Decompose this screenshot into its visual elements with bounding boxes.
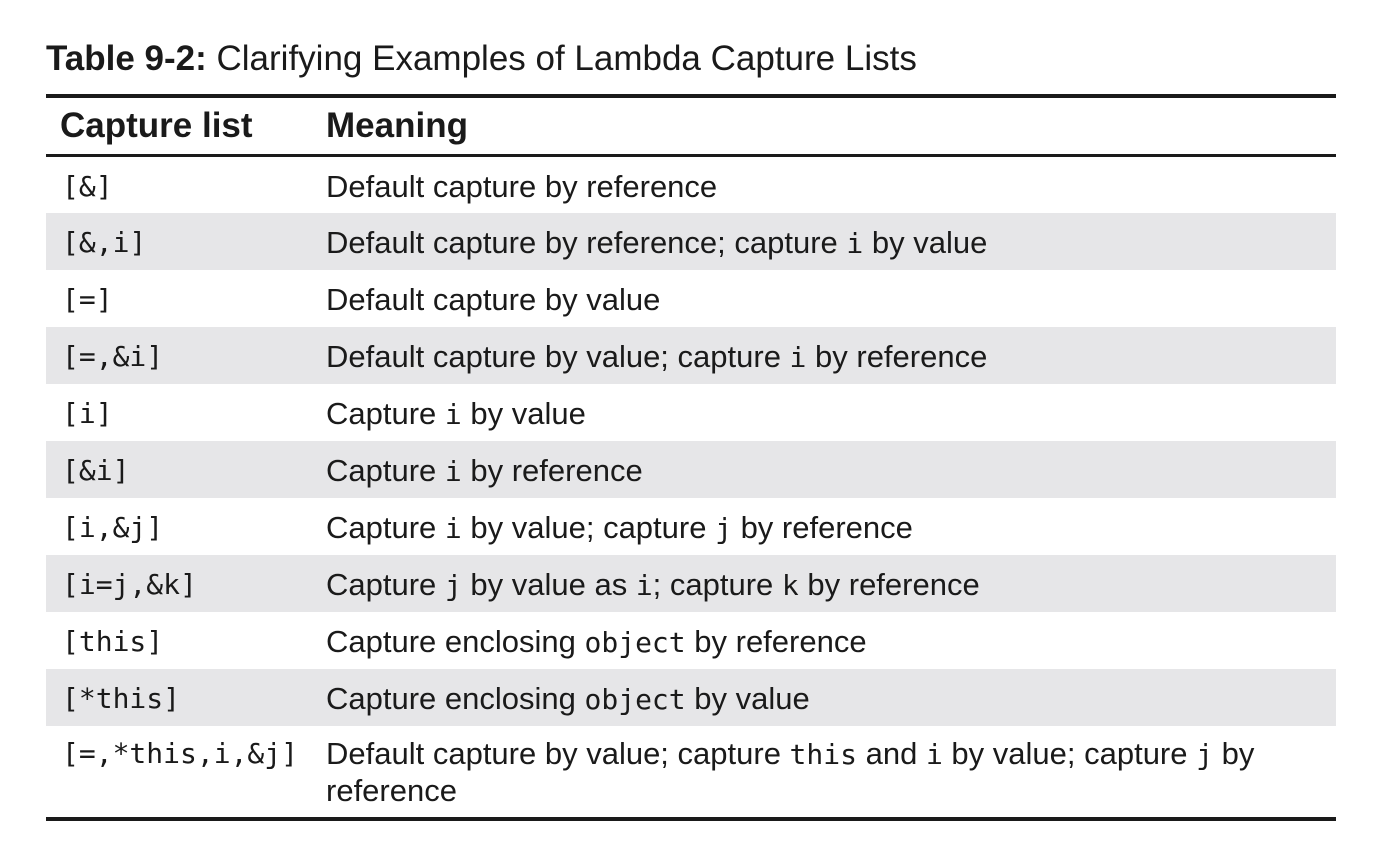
- inline-code: object: [584, 626, 686, 659]
- header-capture-list: Capture list: [60, 106, 253, 145]
- capture-list-cell: [&i]: [62, 454, 130, 487]
- capture-list-cell: [=]: [62, 283, 113, 316]
- inline-code: k: [781, 569, 799, 602]
- table-row: [=,&i] Default capture by value; capture …: [46, 327, 1336, 384]
- meaning-cell: Capture j by value as i; capture k by re…: [310, 555, 1336, 612]
- meaning-text: by reference: [461, 453, 643, 488]
- meaning-cell: Default capture by value; capture this a…: [310, 726, 1336, 819]
- meaning-text: Capture: [326, 510, 445, 545]
- meaning-text: by reference: [731, 510, 913, 545]
- meaning-text: Capture enclosing: [326, 681, 585, 716]
- table-caption-label: Table 9-2:: [46, 39, 207, 78]
- inline-code: this: [789, 738, 857, 771]
- capture-list-cell: [=,&i]: [62, 340, 164, 373]
- inline-code: i: [846, 227, 864, 260]
- meaning-text: and: [856, 736, 926, 771]
- meaning-text: by reference: [798, 567, 980, 602]
- meaning-text: by value: [685, 681, 810, 716]
- capture-list-cell: [i]: [62, 397, 113, 430]
- meaning-cell: Capture enclosing object by reference: [310, 612, 1336, 669]
- capture-list-cell: [this]: [62, 625, 164, 658]
- table-row: [i] Capture i by value: [46, 384, 1336, 441]
- inline-code: i: [444, 512, 462, 545]
- inline-code: object: [584, 683, 686, 716]
- inline-code: i: [444, 398, 462, 431]
- table-row: [&i] Capture i by reference: [46, 441, 1336, 498]
- meaning-text: Default capture by reference: [326, 169, 718, 204]
- table-body: [&] Default capture by reference [&,i] Defa…: [46, 156, 1336, 819]
- meaning-cell: Capture i by value; capture j by referen…: [310, 498, 1336, 555]
- table-row: [&,i] Default capture by reference; captu…: [46, 213, 1336, 270]
- inline-code: i: [925, 738, 943, 771]
- capture-list-cell: [i=j,&k]: [62, 568, 197, 601]
- table-caption: Table 9-2: Clarifying Examples of Lambda…: [46, 36, 1336, 82]
- meaning-text: by value: [461, 396, 586, 431]
- inline-code: j: [444, 569, 462, 602]
- capture-list-cell: [*this]: [62, 682, 181, 715]
- inline-code: i: [789, 341, 807, 374]
- capture-list-cell: [&]: [62, 170, 113, 203]
- table-row: [this] Capture enclosing object by refere…: [46, 612, 1336, 669]
- meaning-cell: Default capture by reference: [310, 156, 1336, 214]
- meaning-text: Capture enclosing: [326, 624, 585, 659]
- inline-code: i: [635, 569, 653, 602]
- meaning-cell: Capture i by reference: [310, 441, 1336, 498]
- meaning-text: Capture: [326, 453, 445, 488]
- table-row: [i=j,&k] Capture j by value as i; capture…: [46, 555, 1336, 612]
- meaning-text: Default capture by value: [326, 282, 661, 317]
- meaning-cell: Default capture by value; capture i by r…: [310, 327, 1336, 384]
- meaning-text: by value as: [461, 567, 636, 602]
- meaning-text: Default capture by reference; capture: [326, 225, 847, 260]
- capture-list-cell: [&,i]: [62, 226, 147, 259]
- meaning-cell: Capture i by value: [310, 384, 1336, 441]
- capture-list-cell: [=,*this,i,&j]: [62, 737, 299, 770]
- document-page: Table 9-2: Clarifying Examples of Lambda…: [46, 36, 1336, 821]
- meaning-text: by reference: [326, 736, 1255, 808]
- meaning-text: Capture: [326, 396, 445, 431]
- capture-list-cell: [i,&j]: [62, 511, 164, 544]
- meaning-cell: Default capture by value: [310, 270, 1336, 327]
- table-row: [&] Default capture by reference: [46, 156, 1336, 214]
- meaning-cell: Default capture by reference; capture i …: [310, 213, 1336, 270]
- inline-code: j: [715, 512, 732, 545]
- table-row: [=,*this,i,&j] Default capture by value; …: [46, 726, 1336, 819]
- table-row: [=] Default capture by value: [46, 270, 1336, 327]
- table-row: [i,&j] Capture i by value; capture j by r…: [46, 498, 1336, 555]
- meaning-text: ; capture: [652, 567, 782, 602]
- inline-code: j: [1196, 738, 1213, 771]
- inline-code: i: [444, 455, 462, 488]
- meaning-text: by value; capture: [461, 510, 716, 545]
- meaning-text: by reference: [806, 339, 988, 374]
- table-row: [*this] Capture enclosing object by value: [46, 669, 1336, 726]
- meaning-text: Default capture by value; capture: [326, 736, 790, 771]
- meaning-text: Capture: [326, 567, 445, 602]
- meaning-cell: Capture enclosing object by value: [310, 669, 1336, 726]
- meaning-text: by value: [863, 225, 988, 260]
- header-row: Capture list Meaning: [46, 96, 1336, 156]
- table-caption-text: Clarifying Examples of Lambda Capture Li…: [206, 39, 917, 78]
- table-header: Capture list Meaning: [46, 96, 1336, 156]
- meaning-text: by value; capture: [942, 736, 1197, 771]
- capture-list-table: Capture list Meaning [&] Default capture …: [46, 94, 1336, 821]
- header-meaning: Meaning: [326, 106, 468, 145]
- meaning-text: Default capture by value; capture: [326, 339, 790, 374]
- meaning-text: by reference: [685, 624, 867, 659]
